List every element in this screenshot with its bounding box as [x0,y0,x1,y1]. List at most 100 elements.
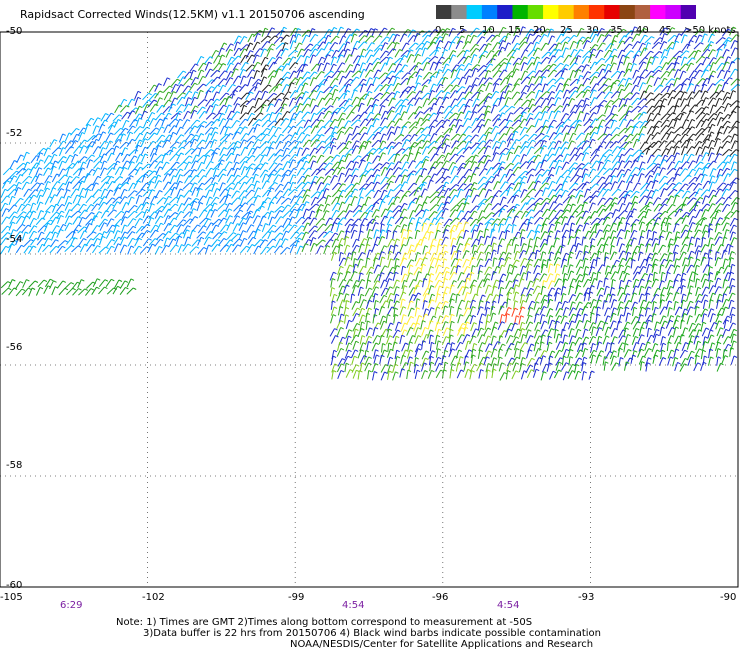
wind-barb [533,197,541,205]
wind-barb [344,190,352,199]
wind-barb-flag [18,181,22,185]
wind-barb [399,90,406,99]
wind-barb [673,160,680,170]
wind-barb-flag [68,132,73,135]
wind-barb [492,97,499,106]
wind-barb [135,166,141,176]
wind-barb [308,203,317,211]
wind-barb-flag [472,173,477,176]
wind-barb [309,113,315,122]
wind-barb [352,40,358,50]
wind-barb [261,41,268,49]
wind-barb [352,161,357,171]
wind-barb-flag [461,202,466,205]
wind-barb [450,175,456,184]
wind-barb-flag [217,55,222,58]
wind-barb-flag [54,194,58,197]
wind-barb [534,189,541,198]
wind-barb [295,96,301,106]
wind-barb [324,195,329,204]
wind-barb [639,34,646,44]
wind-barb-flag [434,119,438,122]
wind-barb-flag [369,152,374,155]
wind-barb-flag [266,180,270,183]
wind-barb-flag [351,111,355,114]
wind-barb [170,97,176,107]
wind-barb [183,78,190,86]
wind-barb [63,189,68,199]
wind-barb [105,197,113,205]
wind-barb [659,41,665,50]
wind-barb-flag [358,209,363,213]
wind-barb-flag [434,29,439,32]
wind-barb [343,90,348,100]
wind-barb [393,83,399,92]
wind-barb-flag [230,152,235,156]
wind-barb-flag [251,54,255,57]
wind-barb [247,86,255,94]
wind-barb [469,134,477,143]
wind-barb [554,183,561,192]
wind-barb-flag [259,48,264,51]
wind-barb-flag [614,113,619,117]
wind-barb [638,195,645,204]
wind-barb-flag [302,181,306,185]
wind-barb [547,97,552,106]
wind-barb-flag [560,33,565,36]
wind-barb [316,154,322,164]
wind-barb [280,154,288,162]
wind-barb [695,111,703,120]
wind-barb [499,77,506,86]
wind-barb-flag [593,89,597,92]
wind-barb-flag [711,123,716,127]
wind-barb [239,161,245,170]
wind-barb-flag [616,90,621,94]
wind-barb [345,203,350,213]
wind-barb-flag [475,43,479,47]
wind-barb-flag [166,139,171,142]
wind-barb [217,173,224,183]
wind-barb-flag [488,189,492,192]
wind-barb-flag [641,133,645,136]
wind-barb [708,181,713,191]
wind-barb [217,203,225,211]
wind-barb-flag [516,154,521,157]
wind-barb [107,181,113,190]
wind-barb [583,119,591,127]
wind-barb-flag [132,182,137,186]
wind-barb-flag [433,102,438,106]
wind-barb [435,40,441,49]
wind-barb [37,210,42,220]
wind-barb-flag [642,82,647,85]
wind-barb-flag [384,166,389,170]
wind-barb [485,175,492,184]
wind-barb [673,90,681,99]
wind-barb [135,154,141,163]
wind-barb-flag [209,105,214,108]
wind-barb [686,110,692,119]
wind-barb-flag [371,174,375,178]
wind-barb [707,131,712,141]
wind-barb [534,161,541,171]
wind-barb-flag [424,47,429,50]
wind-barb-flag [195,76,199,80]
wind-barb [455,68,461,78]
wind-barb-flag [175,153,180,157]
wind-barb-flag [146,182,150,186]
wind-barb [275,141,281,150]
wind-barb-flag [662,167,666,170]
wind-barb [618,98,623,108]
wind-barb [252,146,258,155]
colorbar-label-20: 20 [533,25,546,36]
wind-barb [260,146,268,155]
wind-barb [147,132,155,141]
wind-barb [408,126,415,134]
wind-barb [2,167,10,176]
wind-barb [511,35,517,44]
wind-barb-flag [440,135,445,138]
wind-barb-flag [124,196,128,199]
wind-barb-flag [645,189,650,192]
wind-barb [191,91,196,101]
wind-barb-flag [524,56,528,59]
wind-barb [548,209,554,219]
